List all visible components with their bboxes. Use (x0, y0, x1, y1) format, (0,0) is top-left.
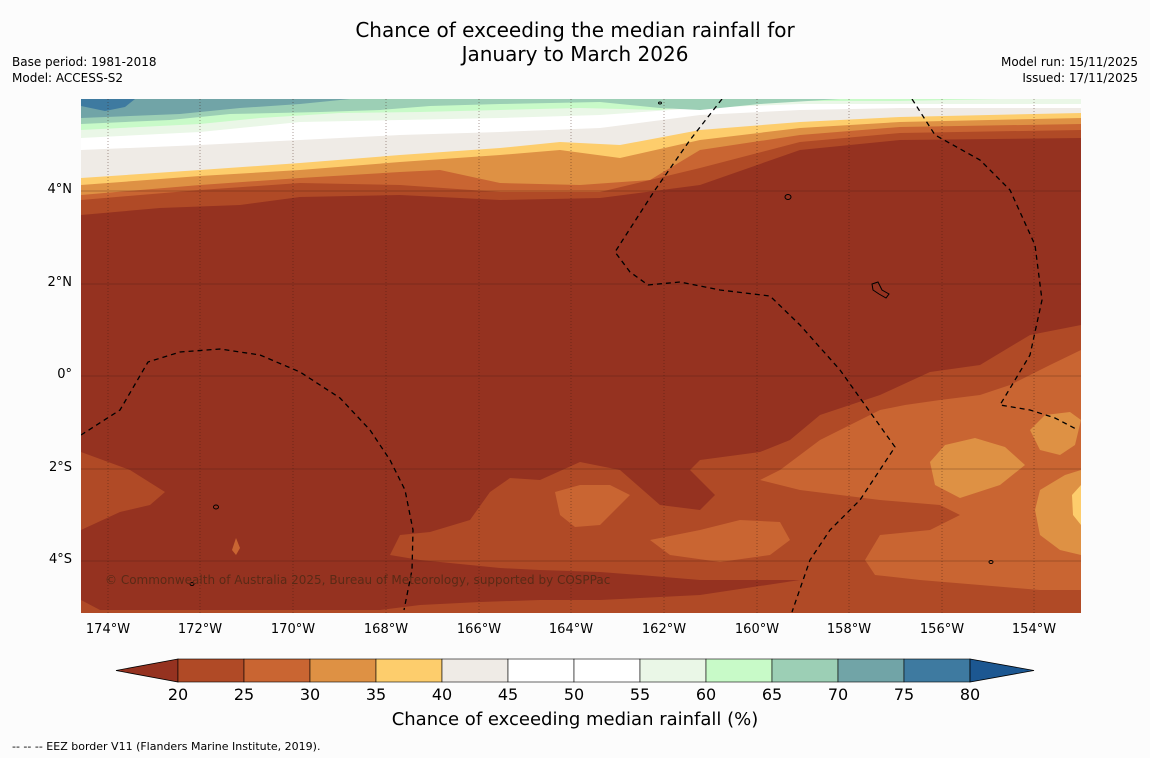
colorbar-tick-label: 50 (563, 685, 585, 704)
contour-south-35-a (930, 438, 1025, 498)
colorbar-segment (573, 658, 641, 683)
title-line-1: Chance of exceeding the median rainfall … (355, 18, 795, 42)
colorbar-title: Chance of exceeding median rainfall (%) (391, 709, 759, 730)
longitude-label: 166°W (456, 622, 502, 637)
contour-south-30-a (760, 350, 1081, 590)
colorbar-segment (903, 658, 971, 683)
colorbar-segment (771, 658, 839, 683)
colorbar-segment (639, 658, 707, 683)
longitude-label: 158°W (826, 622, 872, 637)
colorbar-tick-label: 65 (761, 685, 783, 704)
model-name: Model: ACCESS-S2 (12, 71, 124, 85)
colorbar-segment (375, 658, 443, 683)
islands (189, 101, 994, 586)
latitude-label: 4°N (47, 182, 73, 197)
latitude-label: 4°S (48, 552, 72, 567)
issued-date: Issued: 17/11/2025 (1022, 71, 1138, 85)
colorbar-tick-label: 25 (233, 685, 255, 704)
latitude-lines (81, 190, 1081, 562)
colorbar-segment (243, 658, 311, 683)
copyright-notice: © Commonwealth of Australia 2025, Bureau… (105, 573, 611, 587)
colorbar-tick-label: 45 (497, 685, 519, 704)
contour-south-30-d (232, 538, 240, 555)
meta-left: Base period: 1981-2018 Model: ACCESS-S2 (12, 54, 157, 86)
longitude-label: 154°W (1011, 622, 1057, 637)
model-run: Model run: 15/11/2025 (1000, 55, 1138, 69)
colorbar-tick-label: 40 (431, 685, 453, 704)
title-line-2: January to March 2026 (461, 42, 689, 66)
map-contours (81, 99, 1081, 613)
colorbar-segment (177, 658, 245, 683)
colorbar (115, 658, 1035, 683)
colorbar-segment (837, 658, 905, 683)
longitude-label: 170°W (270, 622, 316, 637)
contour-south-30-c (650, 520, 790, 562)
contour-south-30-b (555, 485, 630, 527)
colorbar-tick-label: 60 (695, 685, 717, 704)
latitude-label: 2°S (48, 460, 72, 475)
longitude-label: 160°W (734, 622, 780, 637)
colorbar-tick-label: 70 (827, 685, 849, 704)
colorbar-tick-label: 35 (365, 685, 387, 704)
map-title: Chance of exceeding the median rainfall … (0, 18, 1150, 66)
longitude-label: 172°W (177, 622, 223, 637)
longitude-label: 164°W (548, 622, 594, 637)
meta-right: Model run: 15/11/2025 Issued: 17/11/2025 (1001, 54, 1138, 86)
colorbar-segment (507, 658, 575, 683)
colorbar-arrow-low (115, 658, 179, 683)
colorbar-tick-label: 20 (167, 685, 189, 704)
colorbar-tick-label: 75 (893, 685, 915, 704)
colorbar-tick-label: 80 (959, 685, 981, 704)
eez-footnote: -- -- -- EEZ border V11 (Flanders Marine… (12, 740, 321, 753)
latitude-label: 0° (57, 367, 72, 382)
latitude-label: 2°N (47, 275, 73, 290)
longitude-label: 174°W (85, 622, 131, 637)
contour-south-40 (1072, 485, 1081, 525)
contour-south-35-b (1030, 412, 1081, 455)
colorbar-segment (309, 658, 377, 683)
colorbar-tick-label: 30 (299, 685, 321, 704)
colorbar-segment (705, 658, 773, 683)
contour-south-35-c (1035, 470, 1081, 555)
colorbar-arrow-high (969, 658, 1035, 683)
colorbar-tick-label: 55 (629, 685, 651, 704)
longitude-label: 156°W (919, 622, 965, 637)
longitude-label: 162°W (641, 622, 687, 637)
colorbar-segment (441, 658, 509, 683)
contour-band-75 (81, 99, 350, 118)
base-period: Base period: 1981-2018 (12, 55, 157, 69)
eez-borders (81, 99, 1079, 613)
longitude-label: 168°W (363, 622, 409, 637)
